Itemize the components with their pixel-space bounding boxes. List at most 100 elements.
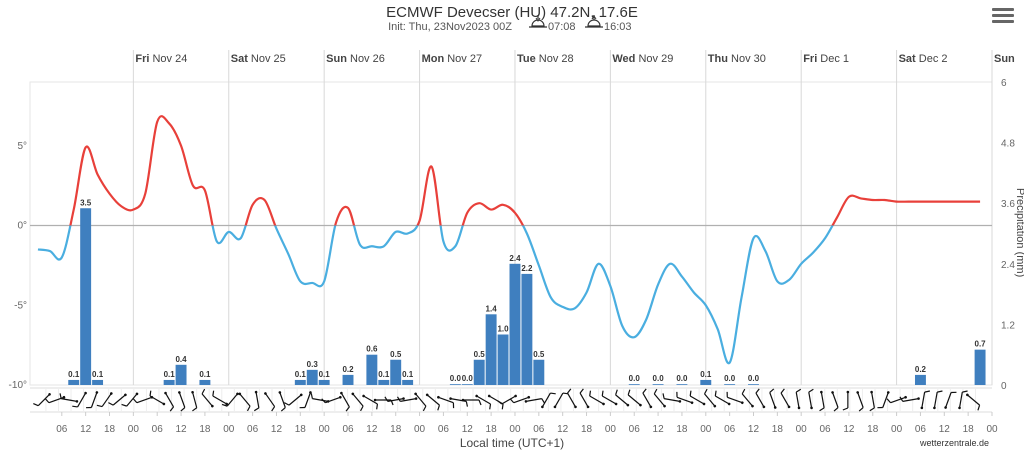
wind-barb-icon <box>283 393 303 406</box>
wind-barb-icon <box>886 395 907 404</box>
x-tick-label: 12 <box>366 424 378 435</box>
wind-barb-icon <box>755 388 766 409</box>
wind-barb-icon <box>86 391 99 409</box>
x-tick-label: 00 <box>414 424 426 435</box>
day-label-weekday: Sun <box>994 53 1015 65</box>
precip-bar-label: 0.1 <box>199 370 211 379</box>
wind-barb-icon <box>704 388 717 408</box>
precip-bar <box>366 354 378 385</box>
day-label-date: Nov 26 <box>347 53 385 65</box>
wind-barb-icon <box>264 392 276 412</box>
wind-barb-icon <box>808 388 814 410</box>
x-tick-label: 06 <box>247 424 259 435</box>
x-tick-label: 18 <box>963 424 975 435</box>
x-axis-ticks: 06 12 18 00 06 12 18 00 06 12 18 00 06 12 18 00 06 12 18 00… <box>56 412 998 435</box>
wind-barb-icon <box>497 394 517 405</box>
wind-barb-icon <box>396 396 418 402</box>
x-tick-label: 12 <box>557 424 569 435</box>
x-tick-label: 00 <box>891 424 903 435</box>
wind-barb-icon <box>920 390 931 410</box>
x-tick-label: 12 <box>80 424 92 435</box>
wind-barb-icon <box>59 393 79 403</box>
x-tick-label: 18 <box>676 424 688 435</box>
precip-bar-label: 0.0 <box>450 374 462 383</box>
hamburger-menu-icon[interactable] <box>992 8 1014 26</box>
wind-barb-icon <box>201 388 214 408</box>
wind-barb-icon <box>437 395 455 409</box>
wind-barb-icon <box>819 390 825 412</box>
wind-barb-icon <box>253 390 260 412</box>
wind-barb-icon <box>299 391 312 409</box>
wind-barb-icon <box>191 390 198 412</box>
day-labels: Fri Nov 24 Sat Nov 25 Sun Nov 26 Mon Nov 27… <box>135 53 1015 65</box>
temperature-line-below-zero <box>37 225 834 365</box>
wind-barb-icon <box>741 388 754 408</box>
precip-bar-label: 0.3 <box>307 360 319 369</box>
y-left-tick: -5° <box>14 300 27 311</box>
x-tick-label: 06 <box>724 424 736 435</box>
precip-bar-label: 0.2 <box>342 365 354 374</box>
temperature-line-above-zero <box>69 115 981 226</box>
wind-barb-icon <box>966 393 981 411</box>
wind-barb-icon <box>414 392 427 412</box>
precip-bar <box>199 379 211 385</box>
wind-barb-icon <box>769 388 777 409</box>
wind-barb-icon <box>877 391 890 409</box>
wind-barb-icon <box>566 388 577 409</box>
day-label-date: Nov 27 <box>444 53 482 65</box>
wind-barb-icon <box>933 390 943 410</box>
precip-bar-label: 0.0 <box>629 374 641 383</box>
wind-barb-icon <box>856 391 864 412</box>
wind-barb-icon <box>689 390 706 406</box>
precip-bar <box>318 379 330 385</box>
precip-bar-label: 0.0 <box>724 374 736 383</box>
x-axis-title: Local time (UTC+1) <box>460 436 564 450</box>
day-label: Fri Dec 1 <box>803 53 849 65</box>
wind-barb-icon <box>96 392 113 408</box>
precip-bar-label: 2.4 <box>509 254 521 263</box>
precip-bar <box>378 379 390 385</box>
y-right-tick: 3.6 <box>1001 199 1015 210</box>
day-label: Thu Nov 30 <box>708 53 766 65</box>
day-label-weekday: Sat <box>231 53 248 65</box>
wind-barb-icon <box>212 390 229 406</box>
x-tick-label: 06 <box>629 424 641 435</box>
x-tick-label: 06 <box>819 424 831 435</box>
precip-bar-label: 0.1 <box>700 370 712 379</box>
wind-barb-icon <box>869 390 875 412</box>
precip-bar <box>80 208 92 385</box>
wind-barb-icon <box>589 390 605 406</box>
wind-barb-icon <box>149 390 166 406</box>
x-tick-label: 06 <box>533 424 545 435</box>
precip-bar-label: 0.1 <box>295 370 307 379</box>
precip-bar <box>449 384 461 385</box>
day-label: Sat Nov 25 <box>231 53 286 65</box>
day-gridlines <box>29 50 993 386</box>
wind-barb-icon <box>121 392 139 407</box>
wind-barb-icon <box>726 391 744 405</box>
precip-bar-label: 0.7 <box>975 340 987 349</box>
wind-barb-icon <box>351 392 364 412</box>
wind-barb-icon <box>461 398 482 406</box>
day-label: Sun <box>994 53 1015 65</box>
precip-bar <box>175 364 187 385</box>
y-right-axis-title: Precipitation (mm) <box>1014 188 1024 277</box>
wind-barb-icon <box>321 395 342 404</box>
source-credit: wetterzentrale.de <box>919 438 989 448</box>
day-label-date: Nov 29 <box>635 53 673 65</box>
wind-barb-icon <box>662 393 682 403</box>
day-label-weekday: Fri <box>135 53 149 65</box>
x-tick-label: 00 <box>700 424 712 435</box>
precip-bar <box>748 384 759 385</box>
y-right-tick: 2.4 <box>1001 260 1015 271</box>
x-tick-label: 06 <box>915 424 927 435</box>
day-label-date: Dec 1 <box>817 53 849 65</box>
precip-bar <box>533 359 545 385</box>
day-label: Fri Nov 24 <box>135 53 187 65</box>
precip-bar <box>461 384 473 385</box>
precip-bar <box>700 379 712 385</box>
day-label-weekday: Thu <box>708 53 728 65</box>
wind-barb-icon <box>958 390 968 410</box>
precip-bar-label: 0.0 <box>748 374 760 383</box>
